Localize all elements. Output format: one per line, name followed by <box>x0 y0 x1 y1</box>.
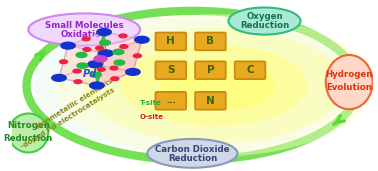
Text: S: S <box>167 65 175 75</box>
FancyBboxPatch shape <box>235 61 265 79</box>
Circle shape <box>133 54 141 58</box>
Circle shape <box>77 63 88 68</box>
Circle shape <box>111 77 119 81</box>
Text: O-site: O-site <box>140 114 164 120</box>
Text: H: H <box>166 36 175 46</box>
Ellipse shape <box>228 8 301 35</box>
FancyBboxPatch shape <box>155 32 186 50</box>
Polygon shape <box>68 32 142 53</box>
Text: -doped Pd electrocatalysts: -doped Pd electrocatalysts <box>20 87 116 150</box>
Text: Nonmetallic elements: Nonmetallic elements <box>36 77 115 129</box>
Ellipse shape <box>84 28 344 143</box>
Text: Evolution: Evolution <box>326 83 372 92</box>
FancyBboxPatch shape <box>195 92 226 110</box>
Circle shape <box>90 82 104 89</box>
Text: P: P <box>207 65 214 75</box>
Text: T-site: T-site <box>140 100 162 106</box>
Circle shape <box>97 29 111 35</box>
FancyBboxPatch shape <box>195 32 226 50</box>
Circle shape <box>96 46 104 50</box>
Circle shape <box>52 75 66 81</box>
Text: Oxygen: Oxygen <box>246 12 283 21</box>
Ellipse shape <box>120 45 308 126</box>
Text: Hydrogen: Hydrogen <box>325 70 373 79</box>
Ellipse shape <box>160 60 275 111</box>
Ellipse shape <box>56 14 373 157</box>
Circle shape <box>99 40 110 45</box>
Polygon shape <box>59 46 106 86</box>
Ellipse shape <box>28 13 140 46</box>
Text: Reduction: Reduction <box>168 154 217 163</box>
Circle shape <box>73 69 81 73</box>
Text: Small Molecules: Small Molecules <box>45 21 124 30</box>
Circle shape <box>98 68 105 71</box>
Text: Oxidation: Oxidation <box>61 30 108 39</box>
Circle shape <box>82 37 90 41</box>
Circle shape <box>114 60 125 65</box>
FancyBboxPatch shape <box>155 61 186 79</box>
Circle shape <box>119 34 127 38</box>
Circle shape <box>113 49 124 55</box>
Text: N: N <box>206 96 215 106</box>
Circle shape <box>83 48 91 51</box>
Circle shape <box>120 45 128 48</box>
FancyBboxPatch shape <box>155 92 186 110</box>
Ellipse shape <box>34 18 351 153</box>
FancyBboxPatch shape <box>195 61 226 79</box>
Text: C: C <box>246 65 254 75</box>
Circle shape <box>74 80 82 84</box>
Circle shape <box>91 72 101 77</box>
Polygon shape <box>97 40 142 86</box>
Text: Reduction: Reduction <box>240 21 289 30</box>
Text: Pd: Pd <box>82 69 97 80</box>
Text: Reduction: Reduction <box>4 134 53 143</box>
Ellipse shape <box>326 55 373 109</box>
Circle shape <box>76 52 87 57</box>
Circle shape <box>61 42 75 49</box>
Circle shape <box>60 60 68 64</box>
Ellipse shape <box>147 139 237 168</box>
Text: Carbon Dioxide: Carbon Dioxide <box>155 145 230 154</box>
Circle shape <box>110 66 118 70</box>
Text: ...: ... <box>166 96 176 105</box>
Circle shape <box>99 50 113 57</box>
Text: Nitrogen: Nitrogen <box>7 121 50 130</box>
Circle shape <box>88 61 102 68</box>
Ellipse shape <box>9 114 48 153</box>
Circle shape <box>126 69 140 75</box>
Circle shape <box>135 36 149 43</box>
Circle shape <box>94 56 107 62</box>
Text: B: B <box>206 36 214 46</box>
